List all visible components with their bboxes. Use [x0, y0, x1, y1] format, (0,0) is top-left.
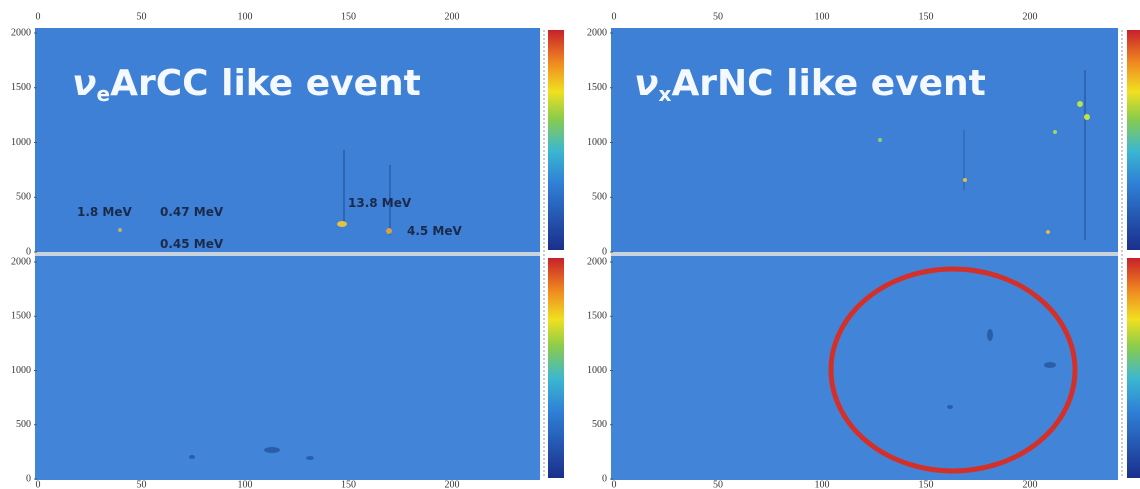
- hit: [1084, 114, 1090, 120]
- hit: [386, 228, 392, 234]
- hit: [1046, 230, 1050, 234]
- energy-label: 0.45 MeV: [160, 237, 224, 251]
- colorbar: [1127, 258, 1140, 478]
- y-tick-label: 500: [592, 192, 607, 203]
- separator: [35, 252, 540, 256]
- y-tick-label: 2000: [11, 256, 31, 267]
- y-tick-label: 2000: [587, 27, 607, 38]
- energy-label: 13.8 MeV: [348, 196, 412, 210]
- x-tick-label: 150: [919, 11, 934, 22]
- hit: [1044, 362, 1056, 368]
- hit: [878, 138, 882, 142]
- y-tick-label: 1500: [587, 311, 607, 322]
- y-tick-label: 2000: [11, 27, 31, 38]
- y-tick-label: 1500: [11, 82, 31, 93]
- colorbars: [543, 30, 1140, 478]
- title-symbol: ν: [72, 63, 97, 104]
- x-tick-label: 200: [445, 11, 460, 22]
- plot-area: [611, 256, 1118, 480]
- x-tick-label: 50: [137, 479, 147, 489]
- hit: [306, 456, 314, 460]
- x-tick-label: 50: [137, 11, 147, 22]
- x-tick-label: 0: [612, 11, 617, 22]
- y-tick-label: 1000: [11, 365, 31, 376]
- title-subscript: e: [97, 82, 111, 106]
- y-tick-label: 500: [16, 419, 31, 430]
- title-text: ArNC like event: [671, 63, 985, 104]
- hit: [963, 178, 967, 182]
- x-tick-label: 50: [713, 479, 723, 489]
- y-tick-label: 1500: [587, 82, 607, 93]
- y-tick-label: 1000: [587, 365, 607, 376]
- y-tick-label: 500: [16, 192, 31, 203]
- y-tick-label: 0: [602, 473, 607, 484]
- hit: [337, 221, 347, 227]
- x-tick-label: 100: [238, 11, 253, 22]
- hit: [118, 228, 122, 232]
- plot-area: [35, 256, 540, 480]
- x-tick-label: 0: [36, 11, 41, 22]
- hit: [1077, 101, 1083, 107]
- separator: [611, 252, 1118, 256]
- x-tick-label: 200: [1023, 479, 1038, 489]
- energy-label: 4.5 MeV: [407, 224, 463, 238]
- colorbar: [548, 258, 564, 478]
- x-tick-label: 100: [238, 479, 253, 489]
- y-tick-label: 0: [602, 246, 607, 257]
- hit: [189, 455, 195, 459]
- y-tick-label: 0: [26, 246, 31, 257]
- x-tick-label: 150: [919, 479, 934, 489]
- hit: [987, 329, 993, 341]
- x-tick-label: 150: [341, 11, 356, 22]
- y-tick-label: 0: [26, 473, 31, 484]
- colorbar: [1127, 30, 1140, 250]
- plot-area: [611, 28, 1118, 252]
- title-text: ArCC like event: [110, 63, 421, 104]
- title-symbol: ν: [634, 63, 659, 104]
- highlight-circle: [828, 266, 1078, 474]
- y-tick-label: 1000: [587, 137, 607, 148]
- title-subscript: x: [659, 82, 672, 106]
- y-tick-label: 2000: [587, 256, 607, 267]
- energy-label: 1.8 MeV: [77, 205, 133, 219]
- x-tick-label: 150: [341, 479, 356, 489]
- x-tick-label: 100: [815, 11, 830, 22]
- hits: [118, 70, 1090, 460]
- hit: [1053, 130, 1057, 134]
- panel-title: νeArCC like event: [72, 63, 421, 106]
- panel-title: νxArNC like event: [634, 63, 986, 106]
- y-tick-label: 500: [592, 419, 607, 430]
- y-tick-label: 1000: [11, 137, 31, 148]
- x-tick-label: 0: [612, 479, 617, 489]
- hit: [947, 405, 953, 409]
- y-tick-label: 1500: [11, 311, 31, 322]
- x-tick-label: 50: [713, 11, 723, 22]
- x-tick-label: 200: [445, 479, 460, 489]
- hit: [264, 447, 280, 453]
- plot-area: [35, 28, 540, 252]
- x-tick-label: 200: [1023, 11, 1038, 22]
- colorbar: [548, 30, 564, 250]
- x-tick-label: 100: [815, 479, 830, 489]
- energy-label: 0.47 MeV: [160, 205, 224, 219]
- x-tick-label: 0: [36, 479, 41, 489]
